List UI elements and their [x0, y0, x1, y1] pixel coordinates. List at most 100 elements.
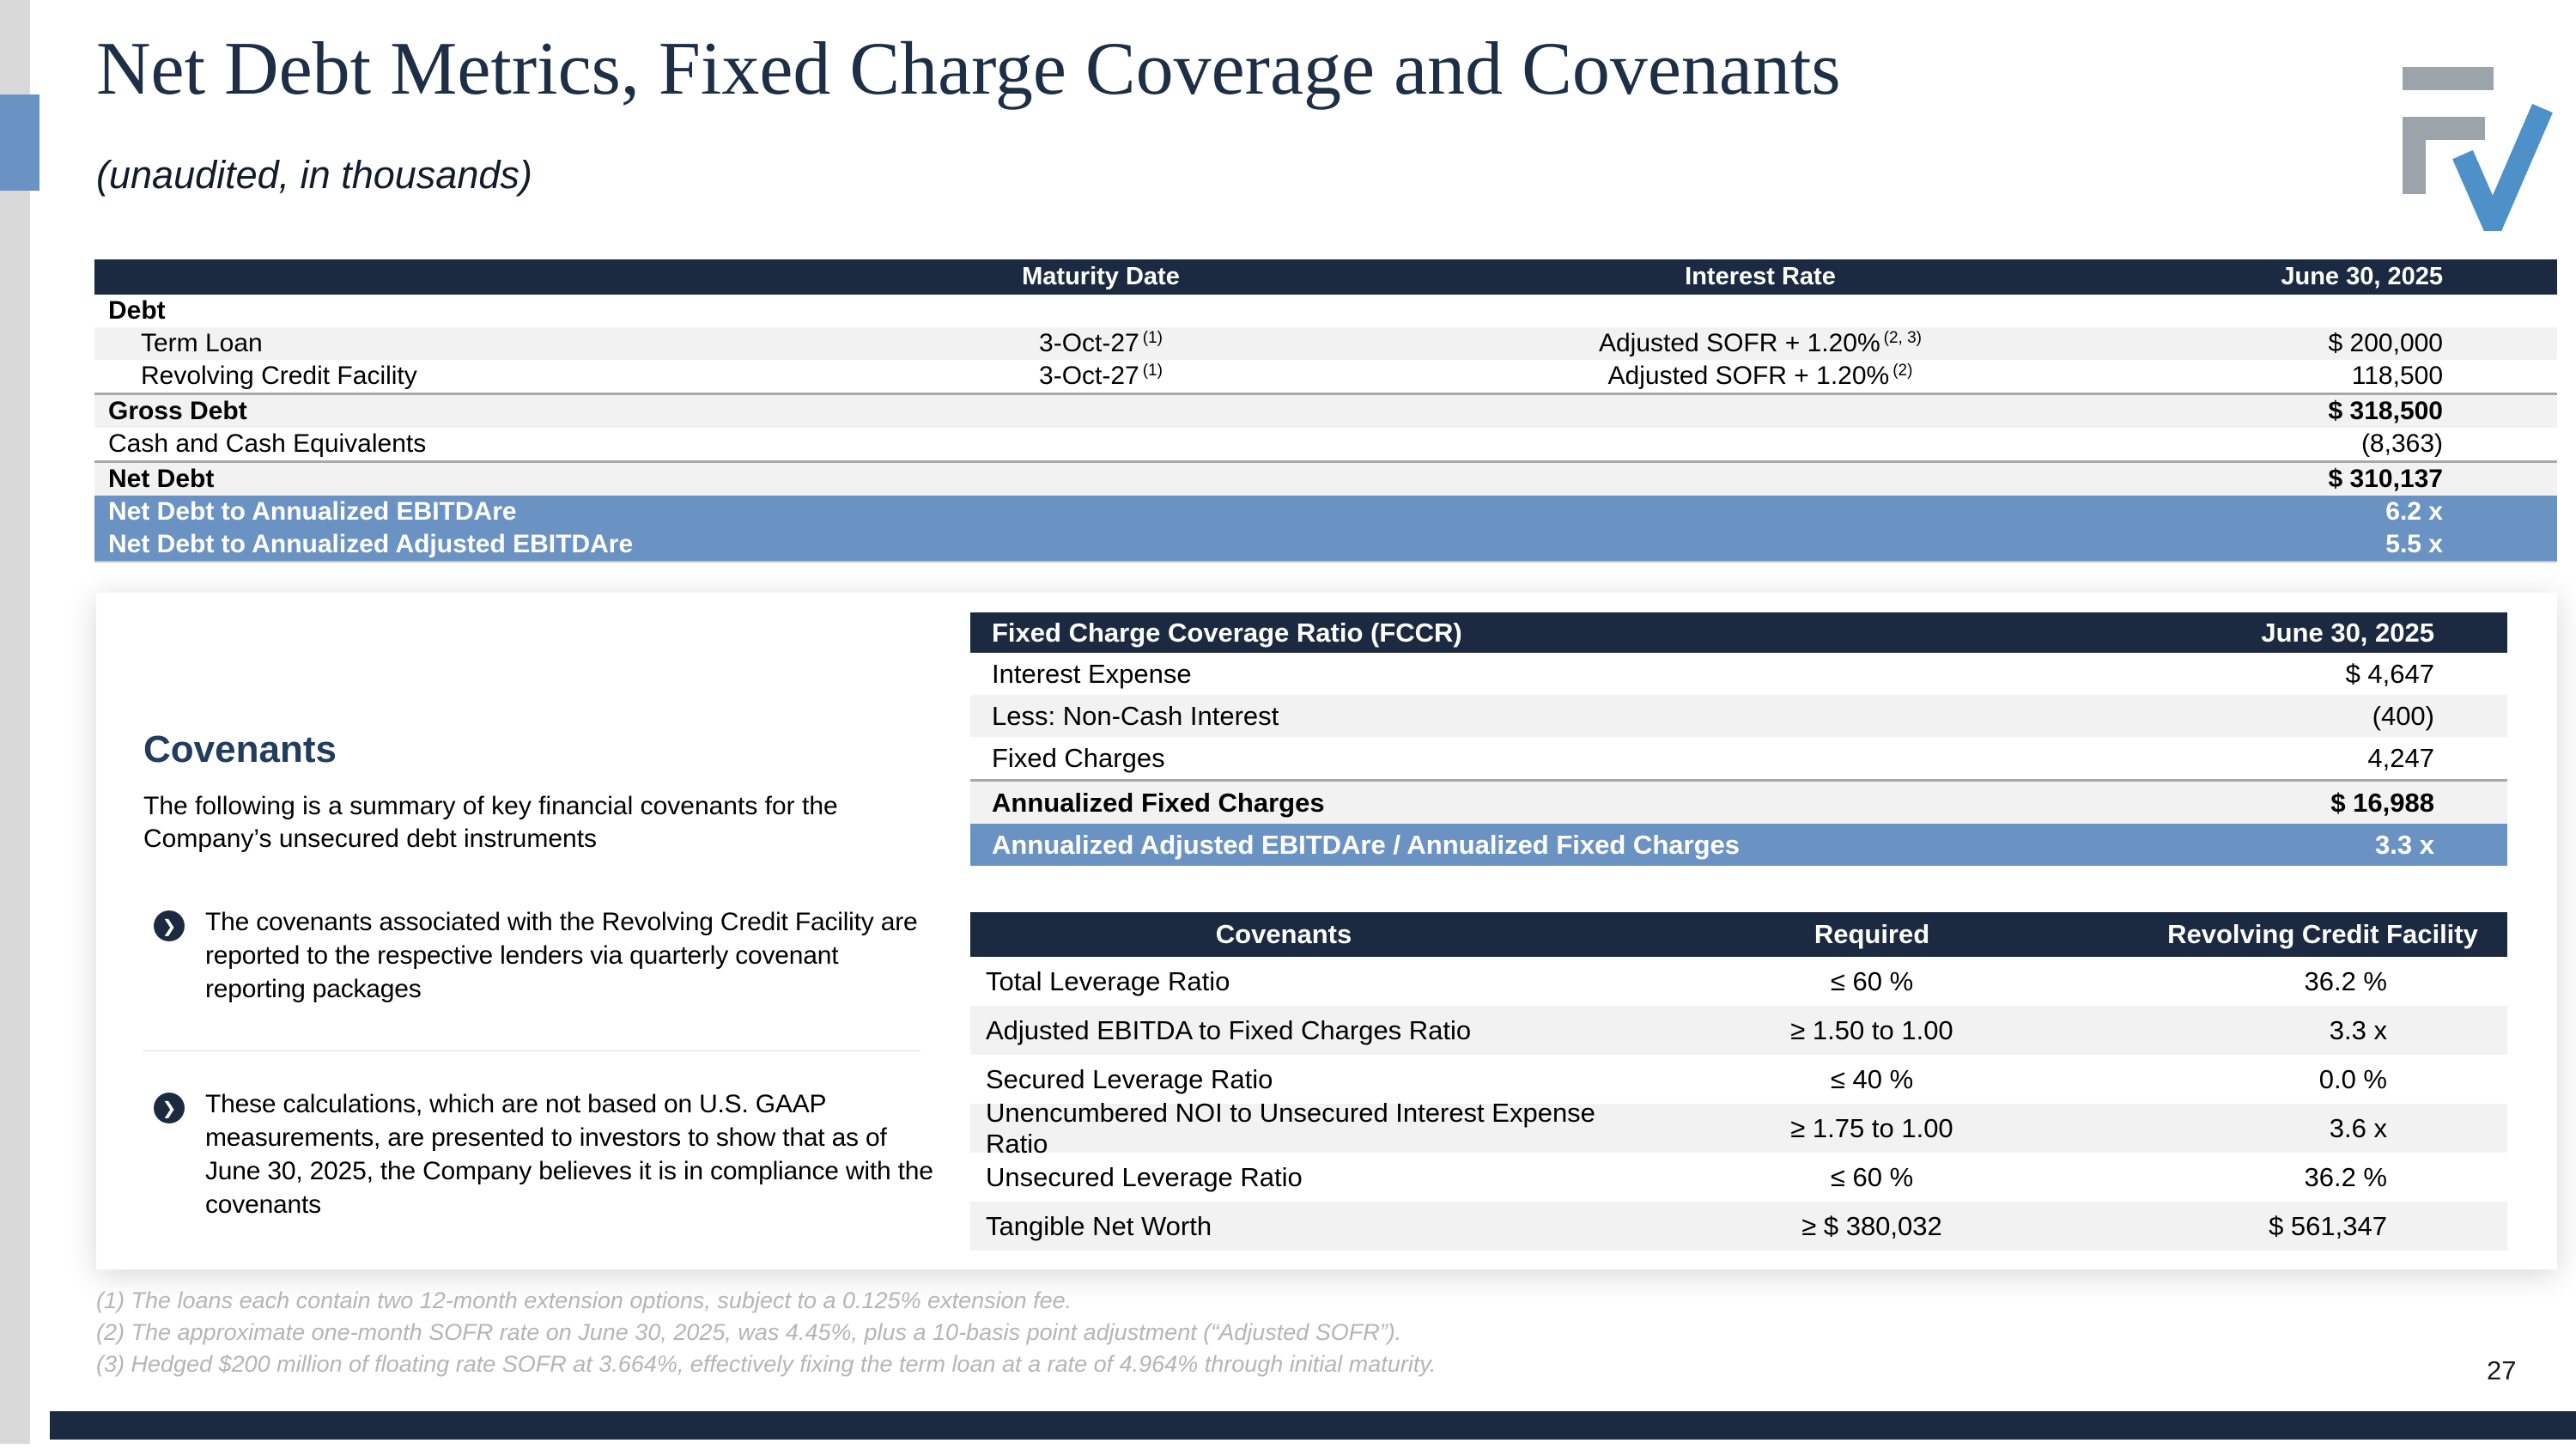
table-row: Tangible Net Worth ≥ $ 380,032 $ 561,347: [970, 1202, 2507, 1251]
footnote-2: (2) The approximate one-month SOFR rate …: [96, 1319, 1402, 1345]
table-row: Secured Leverage Ratio ≤ 40 % 0.0 %: [970, 1055, 2507, 1104]
debt-header-rate: Interest Rate: [1685, 263, 1836, 290]
row-label-text: Term Loan: [141, 329, 263, 357]
row-value: $ 200,000: [2328, 329, 2443, 357]
debt-section-row: Debt: [94, 295, 2557, 327]
maturity-footnote-ref: (1): [1142, 362, 1163, 380]
maturity-footnote-ref: (1): [1142, 329, 1163, 347]
covenant-compliance-table: Covenants Required Revolving Credit Faci…: [970, 912, 2507, 1251]
row-label: Total Leverage Ratio: [986, 965, 1230, 996]
row-value: $ 310,137: [2328, 465, 2443, 493]
table-row-fccr-ratio: Annualized Adjusted EBITDAre / Annualize…: [970, 824, 2507, 866]
debt-header-maturity: Maturity Date: [1022, 263, 1180, 290]
row-label: Gross Debt: [108, 397, 247, 425]
page-number: 27: [2487, 1355, 2517, 1385]
covenants-heading: Covenants: [143, 728, 337, 770]
fccr-header-row: Fixed Charge Coverage Ratio (FCCR) June …: [970, 612, 2507, 653]
covenants-panel: Covenants The following is a summary of …: [143, 728, 942, 1221]
row-label: Net Debt: [108, 465, 215, 493]
content-card: Covenants The following is a summary of …: [96, 593, 2557, 1269]
table-row-net-debt-ebitdare: Net Debt to Annualized EBITDAre 6.2 x: [94, 496, 2557, 528]
table-row: Unencumbered NOI to Unsecured Interest E…: [970, 1098, 2507, 1159]
row-required: ≤ 60 %: [1830, 1161, 1914, 1192]
row-value: 36.2 %: [2304, 1161, 2387, 1192]
row-value: 0.0 %: [2318, 1063, 2387, 1094]
row-required: ≥ 1.75 to 1.00: [1790, 1112, 1953, 1143]
page-title: Net Debt Metrics, Fixed Charge Coverage …: [96, 27, 1841, 111]
row-value: 3.3 x: [2329, 1014, 2387, 1045]
row-maturity: 3-Oct-27 (1): [766, 362, 1436, 391]
row-label: Adjusted EBITDA to Fixed Charges Ratio: [986, 1014, 1472, 1045]
row-label: Secured Leverage Ratio: [986, 1063, 1273, 1094]
debt-table: Maturity Date Interest Rate June 30, 202…: [94, 259, 2557, 563]
row-value: 4,247: [2367, 742, 2434, 773]
row-label: Term Loan: [94, 329, 766, 358]
row-label: Tangible Net Worth: [986, 1210, 1212, 1241]
row-label: Unencumbered NOI to Unsecured Interest E…: [986, 1097, 1595, 1159]
row-label-text: Revolving Credit Facility: [141, 362, 417, 390]
row-value: 6.2 x: [2385, 497, 2443, 526]
table-row-net-debt: Net Debt $ 310,137: [94, 460, 2557, 496]
row-value: (400): [2372, 700, 2434, 731]
bullet-text: These calculations, which are not based …: [205, 1090, 933, 1219]
row-required: ≥ 1.50 to 1.00: [1790, 1014, 1953, 1045]
row-value: $ 4,647: [2345, 658, 2434, 689]
fccr-table: Fixed Charge Coverage Ratio (FCCR) June …: [970, 612, 2507, 866]
row-value: (8,363): [2360, 429, 2443, 458]
row-rate: Adjusted SOFR + 1.20% (2): [1436, 362, 2085, 391]
footer-bar: [50, 1411, 2576, 1440]
debt-header-date: June 30, 2025: [2281, 263, 2443, 290]
rate-footnote-ref: (2, 3): [1883, 329, 1923, 347]
row-label: Interest Expense: [992, 658, 1192, 689]
table-row: Unsecured Leverage Ratio ≤ 60 % 36.2 %: [970, 1153, 2507, 1202]
left-edge-accent-square: [0, 94, 39, 191]
row-label: Net Debt to Annualized Adjusted EBITDAre: [108, 530, 634, 558]
covenant-table-header-row: Covenants Required Revolving Credit Faci…: [970, 912, 2507, 957]
row-label: Annualized Fixed Charges: [992, 787, 1325, 818]
debt-table-header-row: Maturity Date Interest Rate June 30, 202…: [94, 259, 2557, 295]
debt-section-label: Debt: [108, 296, 166, 325]
table-row-cash: Cash and Cash Equivalents (8,363): [94, 428, 2557, 460]
row-maturity: 3-Oct-27 (1): [766, 329, 1436, 358]
row-value: $ 561,347: [2269, 1210, 2387, 1241]
row-label: Fixed Charges: [992, 742, 1165, 773]
row-label: Revolving Credit Facility: [94, 362, 766, 391]
table-row-gross-debt: Gross Debt $ 318,500: [94, 393, 2557, 428]
row-value: $ 16,988: [2330, 787, 2434, 818]
maturity-text: 3-Oct-27: [1039, 329, 1139, 357]
row-required: ≤ 60 %: [1830, 965, 1914, 996]
footnotes: (1) The loans each contain two 12-month …: [96, 1285, 1436, 1380]
row-value: 36.2 %: [2304, 965, 2387, 996]
row-value: 3.3 x: [2375, 829, 2434, 860]
maturity-text: 3-Oct-27: [1039, 362, 1139, 390]
row-value: 118,500: [2351, 362, 2443, 390]
covenant-header-rcf: Revolving Credit Facility: [2167, 919, 2478, 949]
rate-text: Adjusted SOFR + 1.20%: [1598, 329, 1880, 357]
row-label: Less: Non-Cash Interest: [992, 700, 1279, 731]
left-edge-bar: [0, 0, 30, 1444]
fccr-title: Fixed Charge Coverage Ratio (FCCR): [992, 617, 1462, 648]
row-label: Unsecured Leverage Ratio: [986, 1161, 1303, 1192]
row-label: Cash and Cash Equivalents: [108, 429, 427, 458]
row-value: $ 318,500: [2328, 397, 2443, 425]
table-row: Interest Expense $ 4,647: [970, 653, 2507, 695]
covenants-intro: The following is a summary of key financ…: [143, 792, 838, 853]
row-value: 3.6 x: [2329, 1112, 2387, 1143]
page-subtitle: (unaudited, in thousands): [96, 153, 532, 197]
list-item: ❯ The covenants associated with the Revo…: [154, 905, 942, 1006]
footnote-1: (1) The loans each contain two 12-month …: [96, 1288, 1072, 1313]
row-rate: Adjusted SOFR + 1.20% (2, 3): [1436, 329, 2085, 358]
chevron-bullet-icon: ❯: [154, 910, 185, 941]
table-row: Term Loan 3-Oct-27 (1) Adjusted SOFR + 1.…: [94, 327, 2557, 360]
table-row-annualized-fixed-charges: Annualized Fixed Charges $ 16,988: [970, 779, 2507, 824]
bullet-text: The covenants associated with the Revolv…: [205, 908, 918, 1003]
covenant-header-required: Required: [1814, 919, 1930, 949]
row-label: Annualized Adjusted EBITDAre / Annualize…: [992, 829, 1740, 860]
divider: [143, 1050, 920, 1051]
row-value: 5.5 x: [2385, 530, 2443, 558]
list-item: ❯ These calculations, which are not base…: [154, 1087, 942, 1221]
table-row: Revolving Credit Facility 3-Oct-27 (1) Ad…: [94, 360, 2557, 393]
table-row: Fixed Charges 4,247: [970, 737, 2507, 779]
footnote-3: (3) Hedged $200 million of floating rate…: [96, 1351, 1437, 1377]
